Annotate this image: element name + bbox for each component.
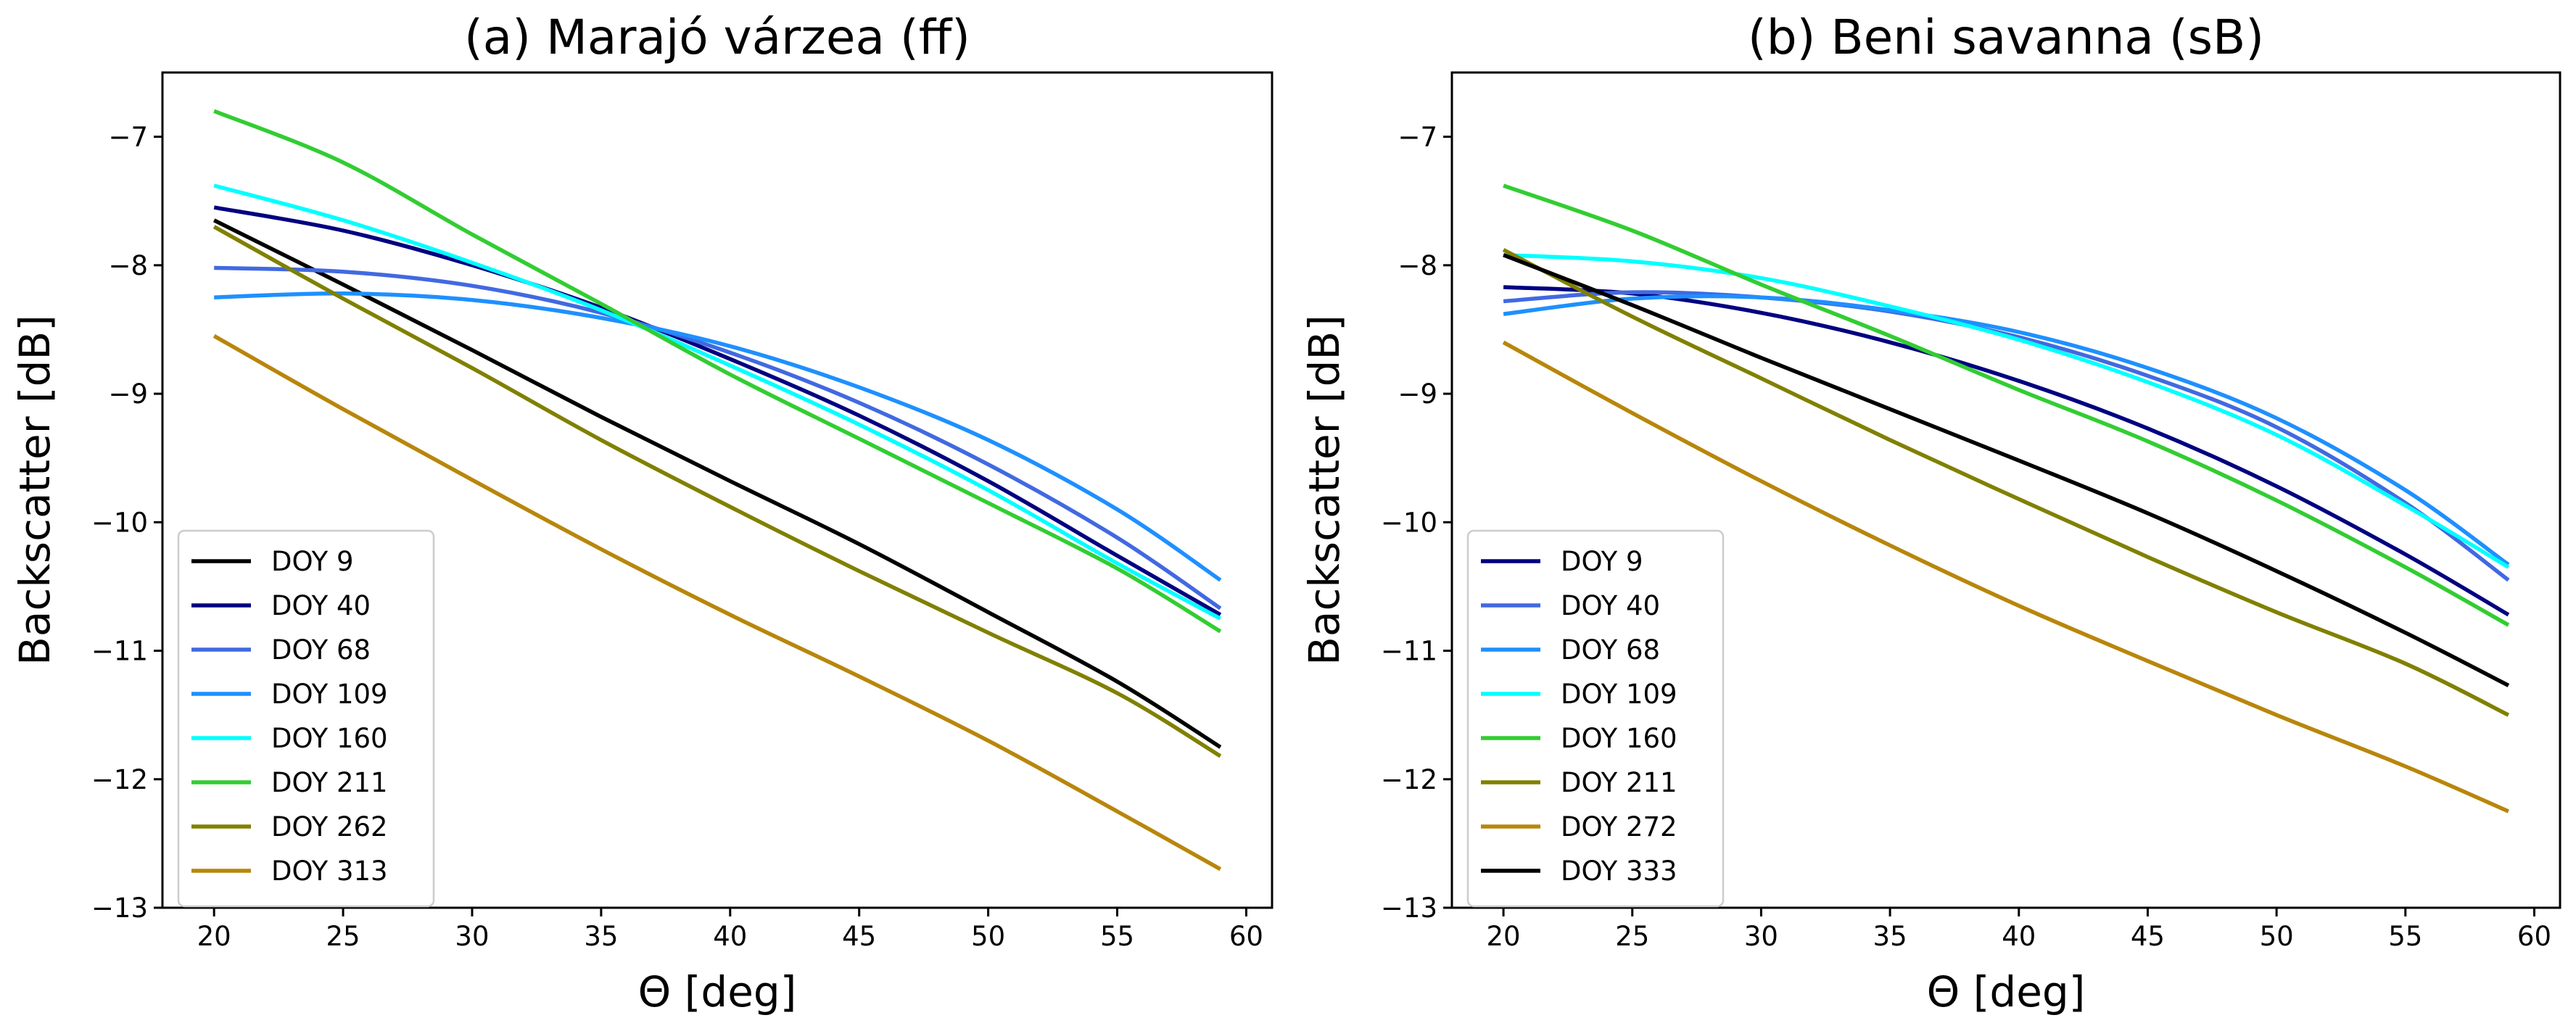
legend-b: DOY 9 DOY 40 DOY 68 DOY 109 DOY 160 DOY 211 DO… bbox=[1466, 529, 1725, 908]
x-tick-label-a: 45 bbox=[842, 921, 876, 952]
x-axis-title-a: Θ [deg] bbox=[638, 967, 797, 1016]
series-layer-b bbox=[1502, 183, 2510, 813]
panel-a: (a) Marajó várzea (ff) 20 25 30 35 40 45 50 55 6… bbox=[10, 9, 1273, 1016]
legend-a: DOY 9 DOY 40 DOY 68 DOY 109 DOY 160 DOY 211 DO… bbox=[177, 529, 435, 908]
x-tick-label-a: 30 bbox=[455, 921, 489, 952]
y-tick-label-b: −12 bbox=[1381, 764, 1437, 795]
legend-label-b: DOY 333 bbox=[1561, 856, 1677, 887]
plot-frame-a bbox=[161, 71, 1273, 909]
x-tick-label-a: 55 bbox=[1100, 921, 1134, 952]
legend-label-a: DOY 40 bbox=[271, 590, 371, 621]
legend-label-a: DOY 109 bbox=[271, 679, 388, 710]
legend-label-b: DOY 272 bbox=[1561, 811, 1677, 842]
y-tick-label-a: −9 bbox=[108, 378, 148, 410]
series-line-b-doy-40 bbox=[1503, 290, 2510, 582]
x-tick-label-b: 30 bbox=[1744, 921, 1778, 952]
legend-label-a: DOY 313 bbox=[271, 856, 388, 887]
legend-box-a bbox=[177, 529, 435, 908]
chart-title-b: (b) Beni savanna (sB) bbox=[1748, 9, 2264, 65]
x-tick-label-b: 25 bbox=[1615, 921, 1649, 952]
y-tick-label-b: −9 bbox=[1398, 378, 1437, 410]
y-tick-label-a: −11 bbox=[91, 636, 148, 667]
y-tick-label-b: −13 bbox=[1381, 893, 1437, 924]
series-line-a-doy-160 bbox=[213, 183, 1222, 621]
x-tick-label-b: 50 bbox=[2260, 921, 2294, 952]
series-line-b-doy-109 bbox=[1503, 252, 2510, 569]
legend-label-b: DOY 9 bbox=[1561, 546, 1643, 577]
series-line-b-doy-333 bbox=[1503, 253, 2510, 687]
x-tick-label-b: 20 bbox=[1487, 921, 1521, 952]
y-tick-label-b: −8 bbox=[1398, 250, 1437, 281]
x-tick-label-b: 55 bbox=[2388, 921, 2422, 952]
series-line-a-doy-211 bbox=[213, 109, 1222, 634]
x-tick-label-b: 45 bbox=[2131, 921, 2165, 952]
tick-layer-b: 20 25 30 35 40 45 50 55 60 −13 −12 −11 −10 −9 −8 −7 bbox=[1381, 122, 2551, 952]
y-axis-title-a: Backscatter [dB] bbox=[10, 315, 59, 666]
series-layer-a bbox=[212, 109, 1222, 871]
y-axis-title-b: Backscatter [dB] bbox=[1300, 315, 1349, 666]
y-tick-label-b: −7 bbox=[1398, 122, 1437, 153]
tick-layer-a: 20 25 30 35 40 45 50 55 60 −13 −12 −11 −10 −9 −8 −7 bbox=[91, 122, 1263, 952]
legend-label-a: DOY 160 bbox=[271, 723, 388, 754]
legend-label-a: DOY 9 bbox=[271, 546, 354, 577]
series-line-a-doy-9 bbox=[212, 218, 1222, 749]
legend-label-a: DOY 211 bbox=[271, 767, 388, 798]
series-line-a-doy-40 bbox=[213, 205, 1222, 617]
y-tick-label-a: −7 bbox=[108, 122, 148, 153]
y-tick-label-b: −10 bbox=[1381, 507, 1437, 538]
legend-label-b: DOY 68 bbox=[1561, 634, 1660, 666]
panel-b: (b) Beni savanna (sB) 20 25 30 35 40 45 50 55 60… bbox=[1300, 9, 2561, 1016]
legend-label-b: DOY 211 bbox=[1561, 767, 1677, 798]
x-tick-label-a: 20 bbox=[197, 921, 231, 952]
legend-label-a: DOY 68 bbox=[271, 634, 371, 666]
y-tick-label-a: −10 bbox=[91, 507, 148, 538]
legend-label-a: DOY 262 bbox=[271, 811, 388, 842]
x-tick-label-b: 35 bbox=[1873, 921, 1907, 952]
series-line-b-doy-68 bbox=[1503, 294, 2510, 567]
x-axis-title-b: Θ [deg] bbox=[1927, 967, 2086, 1016]
series-line-b-doy-272 bbox=[1502, 340, 2510, 813]
series-line-b-doy-211 bbox=[1502, 248, 2510, 717]
x-tick-label-b: 40 bbox=[2002, 921, 2036, 952]
y-tick-label-a: −8 bbox=[108, 250, 148, 281]
series-line-a-doy-109 bbox=[214, 291, 1222, 582]
x-tick-label-a: 60 bbox=[1229, 921, 1263, 952]
legend-label-b: DOY 40 bbox=[1561, 590, 1660, 621]
x-tick-label-a: 40 bbox=[713, 921, 747, 952]
series-line-a-doy-313 bbox=[212, 334, 1222, 871]
x-tick-label-a: 25 bbox=[326, 921, 360, 952]
y-tick-label-a: −13 bbox=[91, 893, 148, 924]
series-line-a-doy-262 bbox=[212, 225, 1222, 758]
legend-label-b: DOY 160 bbox=[1561, 723, 1677, 754]
legend-label-b: DOY 109 bbox=[1561, 679, 1677, 710]
series-line-b-doy-160 bbox=[1503, 183, 2510, 627]
series-line-a-doy-68 bbox=[214, 265, 1222, 610]
x-tick-label-a: 35 bbox=[584, 921, 618, 952]
x-tick-label-a: 50 bbox=[971, 921, 1005, 952]
chart-title-a: (a) Marajó várzea (ff) bbox=[464, 9, 970, 65]
x-tick-label-b: 60 bbox=[2517, 921, 2551, 952]
plot-frame-b bbox=[1450, 71, 2561, 909]
legend-box-b bbox=[1466, 529, 1725, 908]
y-tick-label-a: −12 bbox=[91, 764, 148, 795]
y-tick-label-b: −11 bbox=[1381, 636, 1437, 667]
